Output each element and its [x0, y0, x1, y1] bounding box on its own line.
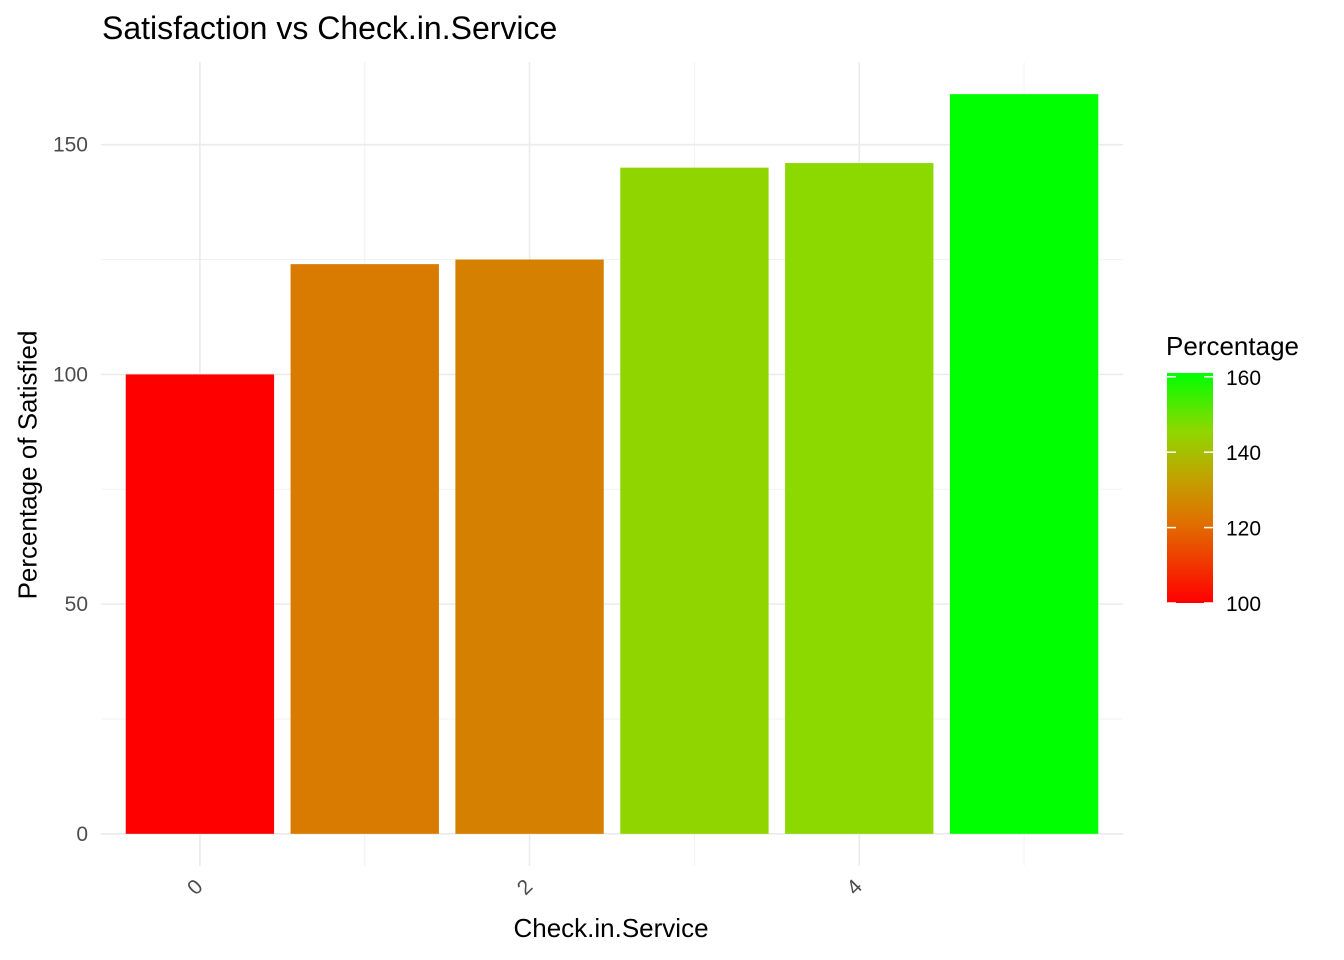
bar-4	[785, 163, 934, 834]
bar-1	[290, 264, 439, 834]
legend: 100 120 140 160	[1167, 367, 1261, 616]
x-tick-label: 2	[513, 875, 538, 900]
x-tick-labels: 0 2 4	[183, 875, 867, 900]
y-tick-label: 150	[53, 134, 88, 157]
legend-colorbar	[1167, 373, 1213, 603]
y-tick-labels: 0 50 100 150	[53, 134, 88, 846]
chart-title: Satisfaction vs Check.in.Service	[102, 10, 558, 46]
bar-2	[455, 259, 604, 834]
legend-tick-label: 160	[1226, 367, 1261, 390]
legend-title: Percentage	[1166, 331, 1299, 361]
bars	[125, 94, 1099, 834]
x-axis-label: Check.in.Service	[513, 913, 709, 943]
legend-tick-label: 100	[1226, 593, 1261, 616]
bar-3	[620, 167, 769, 834]
x-tick-label: 0	[183, 875, 208, 900]
legend-tick-label: 120	[1226, 518, 1261, 541]
bar-5	[949, 94, 1099, 834]
y-tick-label: 100	[53, 363, 88, 386]
y-tick-label: 0	[76, 823, 88, 846]
legend-tick-label: 140	[1226, 442, 1261, 465]
x-tick-label: 4	[842, 875, 867, 900]
y-tick-label: 50	[65, 593, 88, 616]
bar-0	[125, 374, 275, 834]
